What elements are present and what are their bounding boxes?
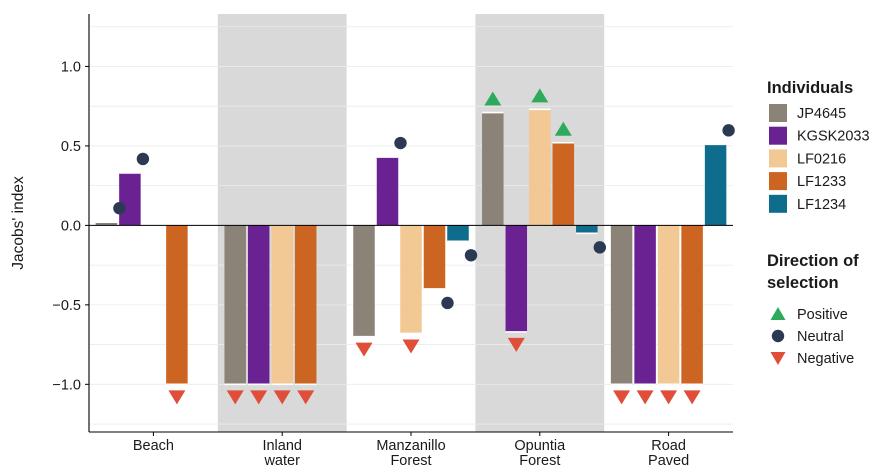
legend-neutral-label: Neutral [797,329,844,345]
y-tick-label: 0.0 [61,218,81,234]
negative-triangle-marker [250,390,268,405]
legend-neutral-icon [771,329,785,343]
x-tick-label: Road [651,438,686,454]
y-tick-label: −1.0 [52,377,81,393]
neutral-circle-marker [394,136,407,150]
y-tick-label: 0.5 [61,139,81,155]
negative-triangle-marker [660,390,678,405]
neutral-circle-marker [136,152,150,166]
x-tick-label: Forest [519,453,560,469]
negative-triangle-marker [297,390,315,405]
bar-lf1233 [166,225,188,385]
bar-lf0216 [400,225,422,334]
bar-kgsk2033 [634,225,656,385]
bar-kgsk2033 [376,157,399,226]
bar-jp4645 [482,112,504,226]
legend-positive-label: Positive [797,307,848,323]
x-tick-label: Beach [133,438,174,454]
neutral-circle-marker [593,241,606,254]
x-tick-label: Paved [648,453,689,469]
negative-triangle-marker [226,390,244,405]
legend: Individuals JP4645 KGSK2033 LF0216 LF1233 LF1… [767,79,870,367]
bar-kgsk2033 [119,172,141,226]
bar-lf1233 [681,225,703,385]
bar-lf0216 [529,109,551,226]
negative-triangle-marker [636,390,654,405]
legend-label-lf1233: LF1233 [797,174,846,190]
positive-triangle-marker [484,91,502,106]
legend-swatch-lf1234 [769,194,787,213]
legend-swatch-jp4645 [769,104,787,122]
legend-title-direction: Direction of [767,252,859,270]
legend-label-lf0216: LF0216 [797,151,846,167]
positive-triangle-marker [554,121,572,136]
y-axis-title: Jacobs' index [10,176,27,270]
positive-triangle-marker [531,88,549,103]
legend-swatch-lf0216 [769,149,787,168]
bars [95,108,727,386]
legend-negative-icon [770,352,786,365]
bar-lf1233 [423,225,446,289]
x-tick-label: Opuntia [514,438,566,454]
legend-title-selection: selection [767,274,839,292]
legend-swatch-lf1233 [769,172,787,191]
bar-jp4645 [353,225,375,337]
neutral-circle-marker [113,202,126,215]
negative-triangle-marker [273,390,291,405]
bar-jp4645 [610,225,633,385]
bar-lf0216 [271,225,293,385]
bar-jp4645 [224,225,246,385]
x-tick-label: Forest [390,453,431,469]
negative-triangle-marker [613,390,631,405]
bar-lf0216 [657,225,680,385]
bar-jp4645 [95,222,118,226]
legend-positive-icon [770,307,786,320]
negative-triangle-marker [507,337,525,352]
selection-markers [113,88,735,405]
legend-label-lf1234: LF1234 [797,197,846,213]
legend-label-jp4645: JP4645 [797,106,846,122]
negative-triangle-marker [355,342,373,357]
bar-lf1233 [294,225,317,385]
neutral-circle-marker [722,124,735,137]
bar-kgsk2033 [247,225,270,385]
legend-title-individuals: Individuals [767,79,853,97]
x-tick-label: Manzanillo [376,438,445,454]
neutral-circle-marker [441,296,454,310]
negative-triangle-marker [168,390,186,405]
y-tick-label: 1.0 [61,59,81,75]
x-tick-label: Inland [262,438,302,454]
x-tick-label: water [263,453,300,469]
neutral-circle-marker [464,249,478,262]
negative-triangle-marker [683,390,701,405]
bar-lf1233 [552,142,575,226]
legend-swatch-kgsk2033 [769,126,787,145]
negative-triangle-marker [402,339,420,354]
bar-lf1234 [447,225,469,242]
bar-lf1234 [704,144,727,226]
bar-kgsk2033 [505,225,528,332]
bar-lf1234 [576,225,598,234]
y-tick-label: −0.5 [52,298,81,314]
axes: −1.0 −0.5 0.0 0.5 1.0 Jacobs' index Beach Inlan… [10,14,733,469]
legend-negative-label: Negative [797,351,854,367]
legend-label-kgsk2033: KGSK2033 [797,129,870,145]
